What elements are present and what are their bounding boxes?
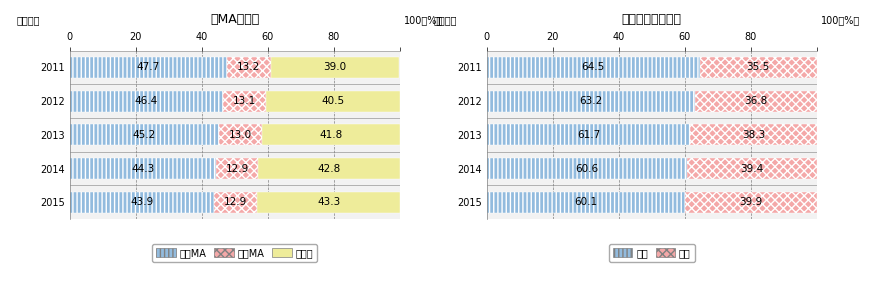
Text: 13.1: 13.1 — [233, 96, 256, 106]
Bar — [227, 57, 270, 78]
Text: 100（%）: 100（%） — [821, 15, 860, 26]
Bar — [487, 158, 687, 179]
Text: 100（%）: 100（%） — [404, 15, 443, 26]
Text: 40.5: 40.5 — [322, 96, 344, 106]
Text: 12.9: 12.9 — [224, 197, 248, 207]
Text: （年度）: （年度） — [17, 15, 40, 26]
Title: 【MA単位】: 【MA単位】 — [210, 13, 259, 26]
Bar — [70, 57, 227, 78]
Text: （年度）: （年度） — [434, 15, 457, 26]
Text: 39.9: 39.9 — [740, 197, 763, 207]
Bar — [270, 57, 400, 78]
Bar — [70, 192, 215, 213]
Bar — [266, 91, 400, 112]
Text: 61.7: 61.7 — [577, 130, 600, 140]
Text: 47.7: 47.7 — [136, 62, 160, 72]
Bar — [685, 192, 817, 213]
Bar — [70, 91, 222, 112]
Bar — [70, 124, 219, 145]
Text: 64.5: 64.5 — [581, 62, 605, 72]
Title: 【都道府県単位】: 【都道府県単位】 — [621, 13, 682, 26]
Text: 13.2: 13.2 — [237, 62, 261, 72]
Bar — [695, 91, 817, 112]
Text: 60.1: 60.1 — [574, 197, 597, 207]
Text: 41.8: 41.8 — [319, 130, 342, 140]
Text: 45.2: 45.2 — [133, 130, 156, 140]
Legend: 県内, 県外: 県内, 県外 — [609, 244, 694, 262]
Text: 42.8: 42.8 — [317, 164, 341, 174]
Bar — [257, 192, 400, 213]
Text: 36.8: 36.8 — [745, 96, 767, 106]
Text: 39.0: 39.0 — [323, 62, 347, 72]
Bar — [222, 91, 266, 112]
Bar — [487, 192, 685, 213]
Text: 38.3: 38.3 — [742, 130, 766, 140]
Text: 43.9: 43.9 — [130, 197, 154, 207]
Bar — [215, 192, 257, 213]
Bar — [487, 91, 695, 112]
Text: 46.4: 46.4 — [135, 96, 158, 106]
Bar — [262, 124, 400, 145]
Bar — [687, 158, 817, 179]
Bar — [487, 124, 690, 145]
Bar — [690, 124, 817, 145]
Bar — [258, 158, 400, 179]
Bar — [216, 158, 258, 179]
Text: 43.3: 43.3 — [317, 197, 340, 207]
Text: 39.4: 39.4 — [740, 164, 764, 174]
Text: 12.9: 12.9 — [225, 164, 249, 174]
Text: 13.0: 13.0 — [229, 130, 252, 140]
Legend: 同一MA, 隣接MA, その他: 同一MA, 隣接MA, その他 — [152, 244, 317, 262]
Bar — [700, 57, 817, 78]
Bar — [487, 57, 700, 78]
Text: 35.5: 35.5 — [746, 62, 770, 72]
Text: 44.3: 44.3 — [131, 164, 155, 174]
Text: 60.6: 60.6 — [575, 164, 598, 174]
Bar — [219, 124, 262, 145]
Text: 63.2: 63.2 — [580, 96, 602, 106]
Bar — [70, 158, 216, 179]
